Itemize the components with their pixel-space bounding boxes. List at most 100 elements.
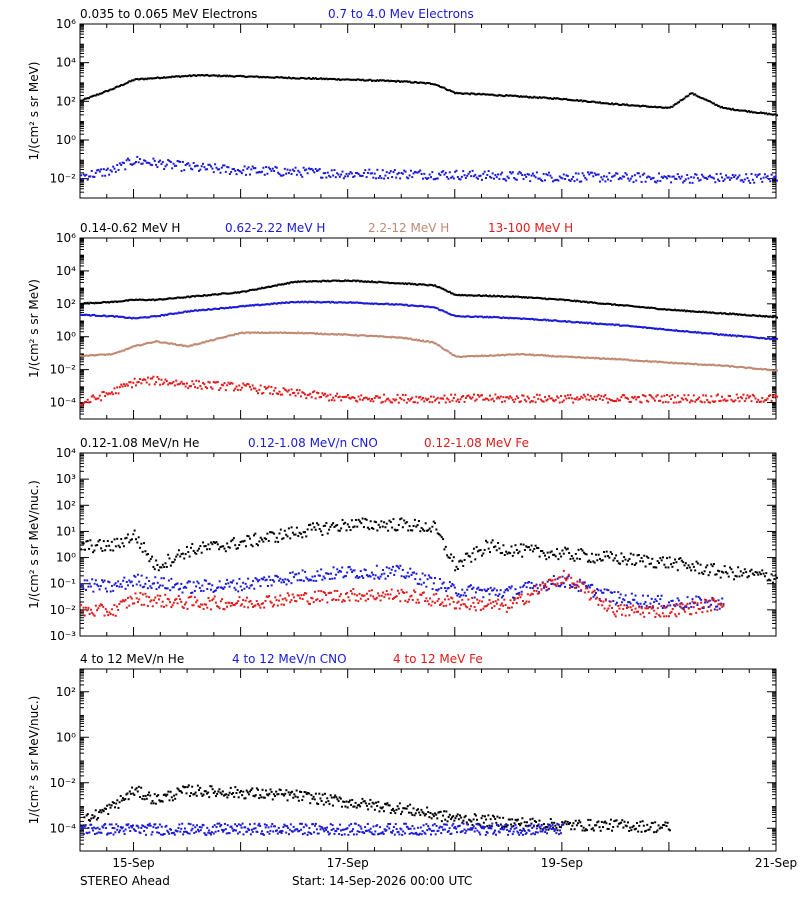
data-point (352, 396, 355, 399)
data-point (627, 324, 630, 327)
data-point (195, 585, 198, 588)
data-point (544, 297, 546, 300)
data-point (218, 307, 221, 310)
data-point (560, 98, 563, 101)
data-point (141, 316, 144, 319)
data-point (535, 546, 538, 549)
data-point (221, 598, 224, 601)
data-point (539, 96, 542, 99)
data-point (439, 345, 442, 348)
data-point (412, 401, 415, 404)
data-point (306, 528, 309, 531)
data-point (731, 334, 734, 337)
data-point (401, 337, 404, 340)
data-point (495, 589, 498, 592)
data-point (297, 300, 300, 303)
data-point (407, 282, 410, 285)
data-point (431, 306, 434, 309)
data-point (692, 565, 695, 568)
data-point (716, 104, 719, 107)
data-point (676, 309, 679, 312)
data-point (114, 86, 117, 89)
data-point (342, 576, 345, 579)
data-point (690, 399, 693, 402)
data-point (192, 383, 195, 386)
data-point (607, 102, 610, 105)
data-point (290, 582, 293, 585)
data-point (265, 578, 268, 581)
data-point (530, 317, 533, 320)
legend-entry: 0.12-1.08 MeV/n He (80, 436, 199, 450)
data-point (596, 173, 599, 176)
data-point (631, 305, 634, 308)
data-point (289, 169, 292, 172)
data-point (317, 78, 320, 81)
data-point (695, 310, 698, 313)
legend-entry: 2.2-12 MeV H (368, 221, 449, 235)
data-point (628, 324, 631, 327)
data-point (529, 318, 532, 321)
data-point (538, 555, 541, 558)
data-point (598, 101, 601, 104)
data-point (274, 165, 277, 168)
data-point (639, 326, 642, 329)
data-point (168, 382, 171, 385)
data-point (216, 380, 219, 383)
data-point (461, 588, 464, 591)
data-point (244, 173, 247, 176)
data-point (545, 298, 548, 301)
data-point (346, 175, 349, 178)
data-point (464, 396, 467, 399)
data-point (687, 330, 690, 333)
data-point (337, 332, 340, 335)
data-point (405, 303, 408, 306)
data-point (704, 98, 707, 101)
data-point (416, 81, 419, 84)
data-point (316, 570, 319, 573)
data-point (85, 173, 88, 176)
data-point (505, 316, 508, 319)
data-point (285, 389, 288, 392)
data-point (662, 308, 665, 311)
data-point (590, 171, 593, 174)
data-point (759, 573, 762, 576)
data-point (773, 315, 776, 318)
data-point (611, 399, 614, 402)
data-point (437, 588, 440, 591)
data-point (419, 283, 422, 286)
data-point (686, 362, 689, 365)
data-point (248, 537, 251, 540)
data-point (663, 308, 666, 311)
data-point (565, 548, 568, 551)
data-point (281, 393, 284, 396)
data-point (84, 606, 87, 609)
data-point (514, 94, 517, 97)
data-point (156, 340, 159, 343)
data-point (611, 552, 614, 555)
y-tick-label: 10⁰ (56, 133, 76, 147)
data-point (163, 341, 166, 344)
data-point (440, 587, 443, 590)
data-point (342, 78, 345, 81)
data-point (682, 398, 685, 401)
data-point (574, 552, 577, 555)
data-point (222, 587, 225, 590)
data-point (510, 172, 513, 175)
data-point (413, 170, 416, 173)
data-point (612, 599, 615, 602)
data-point (679, 400, 682, 403)
data-point (198, 309, 201, 312)
data-point (637, 172, 640, 175)
data-point (159, 584, 162, 587)
data-point (675, 603, 678, 606)
data-point (252, 331, 255, 334)
data-point (541, 319, 544, 322)
data-point (322, 575, 325, 578)
data-point (209, 608, 212, 611)
data-point (722, 571, 725, 574)
data-point (332, 396, 335, 399)
data-point (376, 335, 379, 338)
data-point (305, 280, 308, 283)
data-point (440, 346, 443, 349)
data-point (313, 301, 316, 304)
